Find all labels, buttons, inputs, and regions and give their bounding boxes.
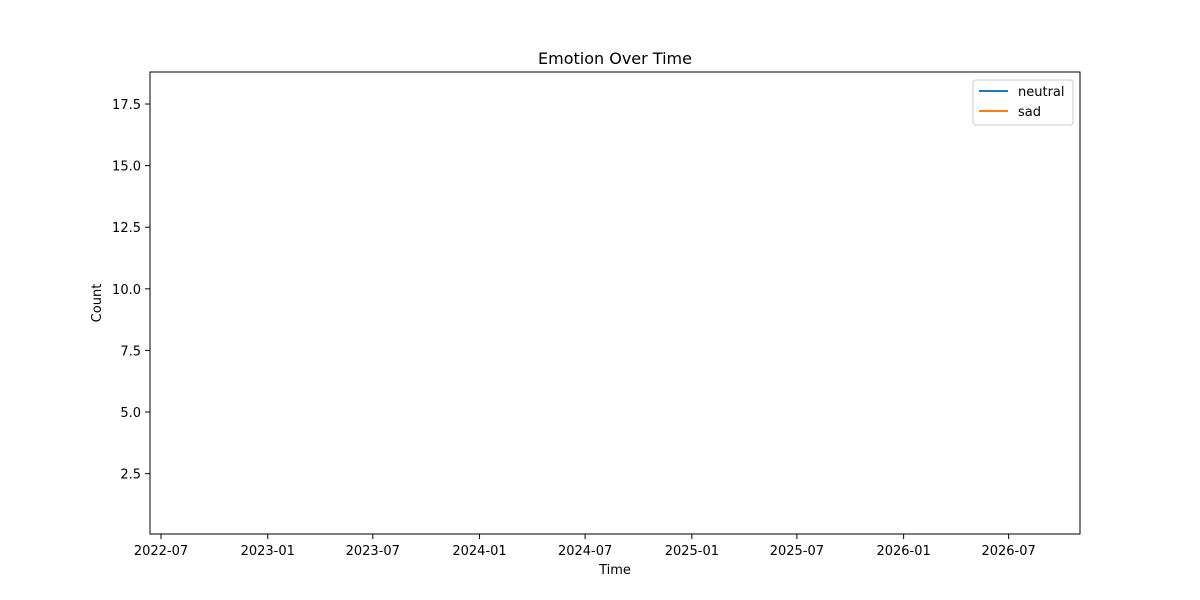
legend: neutral sad bbox=[972, 79, 1074, 126]
x-tick-label: 2026-07 bbox=[981, 544, 1035, 559]
x-axis: 2022-07 2023-01 2023-07 2024-01 2024-07 2025-… bbox=[134, 534, 1036, 559]
y-tick-label: 2.5 bbox=[120, 468, 141, 483]
plot-background bbox=[150, 72, 1080, 534]
chart-title: Emotion Over Time bbox=[538, 49, 692, 68]
y-tick-label: 7.5 bbox=[120, 344, 141, 359]
y-axis: 2.5 5.0 7.5 10.0 12.5 15.0 17.5 bbox=[112, 98, 150, 483]
plot-frame bbox=[149, 71, 1081, 535]
x-tick-label: 2025-07 bbox=[770, 544, 824, 559]
x-tick-label: 2026-01 bbox=[876, 544, 930, 559]
x-tick-label: 2023-07 bbox=[346, 544, 400, 559]
y-tick-label: 15.0 bbox=[112, 160, 141, 175]
y-tick-label: 10.0 bbox=[112, 283, 141, 298]
y-tick-label: 5.0 bbox=[120, 406, 141, 421]
x-tick-label: 2024-07 bbox=[558, 544, 612, 559]
y-tick-label: 17.5 bbox=[112, 98, 141, 113]
plot-area bbox=[149, 71, 1081, 535]
legend-label-neutral: neutral bbox=[1018, 85, 1065, 100]
x-tick-label: 2023-01 bbox=[241, 544, 295, 559]
y-axis-label: Count bbox=[90, 284, 105, 323]
legend-label-sad: sad bbox=[1018, 105, 1041, 120]
y-tick-label: 12.5 bbox=[112, 221, 141, 236]
x-tick-label: 2022-07 bbox=[134, 544, 188, 559]
x-tick-label: 2024-01 bbox=[452, 544, 506, 559]
legend-entries: neutral sad bbox=[979, 85, 1065, 120]
x-tick-label: 2025-01 bbox=[665, 544, 719, 559]
x-axis-label: Time bbox=[598, 563, 631, 578]
